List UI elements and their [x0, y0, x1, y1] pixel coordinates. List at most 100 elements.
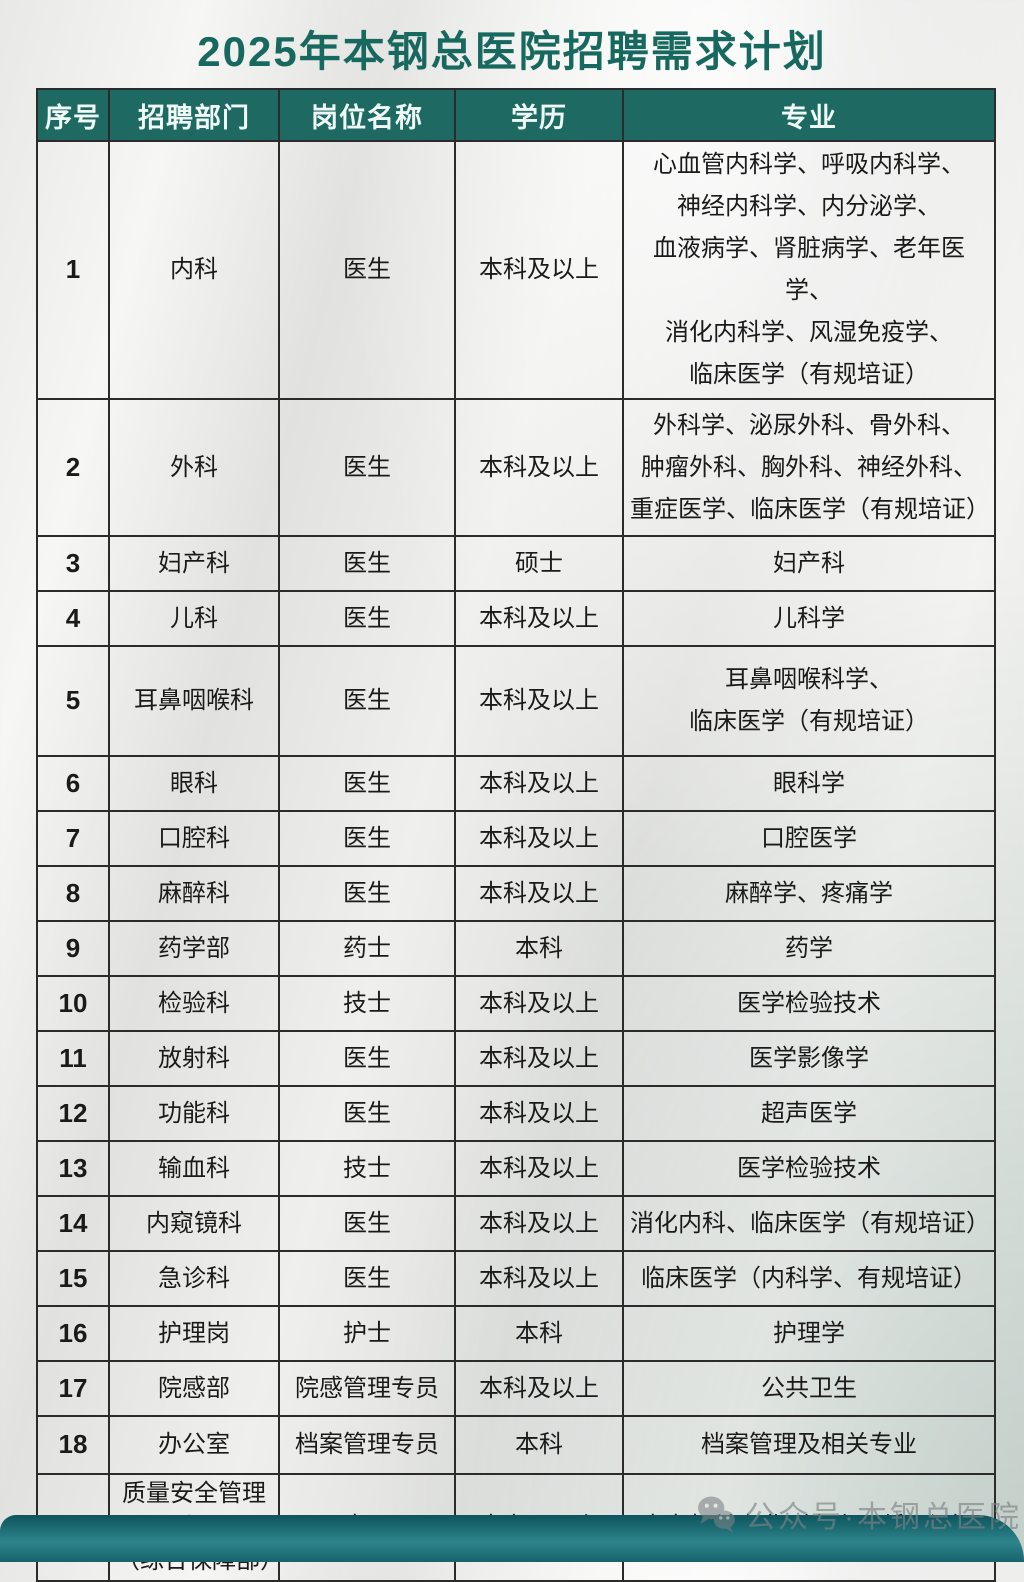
table-row: 8 麻醉科 医生 本科及以上 麻醉学、疼痛学: [36, 865, 996, 922]
cell-position: 医生: [278, 1195, 456, 1252]
cell-major: 药学: [622, 920, 996, 977]
recruitment-table: 序号 招聘部门 岗位名称 学历 专业 1 内科 医生 本科及以上 心血管内科学、…: [36, 88, 996, 1582]
cell-no: 12: [36, 1085, 110, 1142]
cell-dept: 检验科: [108, 975, 280, 1032]
cell-no: 3: [36, 535, 110, 592]
cell-no: 14: [36, 1195, 110, 1252]
cell-education: 本科及以上: [454, 645, 624, 757]
table-row: 10 检验科 技士 本科及以上 医学检验技术: [36, 975, 996, 1032]
cell-no: 5: [36, 645, 110, 757]
cell-major: 医学检验技术: [622, 975, 996, 1032]
cell-no: 1: [36, 140, 110, 400]
cell-no: 13: [36, 1140, 110, 1197]
cell-dept: 药学部: [108, 920, 280, 977]
cell-education: 本科及以上: [454, 1250, 624, 1307]
cell-education: 本科及以上: [454, 975, 624, 1032]
cell-education: 本科及以上: [454, 1085, 624, 1142]
cell-education: 本科: [454, 920, 624, 977]
bottom-bar: [0, 1515, 1024, 1562]
cell-dept: 眼科: [108, 755, 280, 812]
header-position: 岗位名称: [278, 88, 456, 142]
cell-no: 18: [36, 1415, 110, 1475]
header-major: 专业: [622, 88, 996, 142]
table-row: 4 儿科 医生 本科及以上 儿科学: [36, 590, 996, 647]
cell-major: 医学检验技术: [622, 1140, 996, 1197]
cell-dept: 耳鼻咽喉科: [108, 645, 280, 757]
cell-major: 耳鼻咽喉科学、 临床医学（有规培证）: [622, 645, 996, 757]
cell-dept: 急诊科: [108, 1250, 280, 1307]
cell-major: 护理学: [622, 1305, 996, 1362]
cell-education: 本科及以上: [454, 1360, 624, 1417]
watermark-text: 公众号·本钢总医院: [745, 1501, 1022, 1534]
cell-education: 本科及以上: [454, 755, 624, 812]
cell-education: 本科及以上: [454, 1140, 624, 1197]
cell-no: 16: [36, 1305, 110, 1362]
cell-dept: 护理岗: [108, 1305, 280, 1362]
cell-position: 院感管理专员: [278, 1360, 456, 1417]
cell-no: 9: [36, 920, 110, 977]
cell-major: 医学影像学: [622, 1030, 996, 1087]
cell-education: 本科: [454, 1415, 624, 1475]
header-dept: 招聘部门: [108, 88, 280, 142]
cell-position: 医生: [278, 1250, 456, 1307]
cell-major: 临床医学（内科学、有规培证）: [622, 1250, 996, 1307]
table-row: 6 眼科 医生 本科及以上 眼科学: [36, 755, 996, 812]
cell-major: 消化内科、临床医学（有规培证）: [622, 1195, 996, 1252]
cell-dept: 麻醉科: [108, 865, 280, 922]
table-row: 12 功能科 医生 本科及以上 超声医学: [36, 1085, 996, 1142]
cell-education: 本科及以上: [454, 1195, 624, 1252]
table-header-row: 序号 招聘部门 岗位名称 学历 专业: [36, 88, 996, 142]
table-row: 9 药学部 药士 本科 药学: [36, 920, 996, 977]
cell-position: 医生: [278, 590, 456, 647]
cell-major: 口腔医学: [622, 810, 996, 867]
cell-dept: 口腔科: [108, 810, 280, 867]
table-row: 16 护理岗 护士 本科 护理学: [36, 1305, 996, 1362]
cell-major: 外科学、泌尿外科、骨外科、 肿瘤外科、胸外科、神经外科、 重症医学、临床医学（有…: [622, 398, 996, 537]
cell-no: 2: [36, 398, 110, 537]
cell-dept: 办公室: [108, 1415, 280, 1475]
cell-major: 档案管理及相关专业: [622, 1415, 996, 1475]
cell-no: 15: [36, 1250, 110, 1307]
cell-no: 17: [36, 1360, 110, 1417]
cell-dept: 院感部: [108, 1360, 280, 1417]
cell-position: 医生: [278, 810, 456, 867]
table-row: 18 办公室 档案管理专员 本科 档案管理及相关专业: [36, 1415, 996, 1475]
cell-education: 硕士: [454, 535, 624, 592]
cell-position: 医生: [278, 645, 456, 757]
cell-position: 医生: [278, 865, 456, 922]
cell-no: 8: [36, 865, 110, 922]
cell-education: 本科及以上: [454, 140, 624, 400]
header-no: 序号: [36, 88, 110, 142]
header-education: 学历: [454, 88, 624, 142]
table-row: 11 放射科 医生 本科及以上 医学影像学: [36, 1030, 996, 1087]
cell-no: 7: [36, 810, 110, 867]
cell-dept: 外科: [108, 398, 280, 537]
cell-position: 药士: [278, 920, 456, 977]
cell-position: 医生: [278, 140, 456, 400]
cell-no: 10: [36, 975, 110, 1032]
cell-no: 6: [36, 755, 110, 812]
cell-education: 本科及以上: [454, 398, 624, 537]
cell-major: 公共卫生: [622, 1360, 996, 1417]
table-row: 5 耳鼻咽喉科 医生 本科及以上 耳鼻咽喉科学、 临床医学（有规培证）: [36, 645, 996, 757]
cell-position: 技士: [278, 1140, 456, 1197]
cell-no: 4: [36, 590, 110, 647]
cell-major: 妇产科: [622, 535, 996, 592]
wechat-icon: [695, 1493, 737, 1535]
watermark: 公众号·本钢总医院: [695, 1492, 1022, 1536]
cell-dept: 功能科: [108, 1085, 280, 1142]
table-row: 17 院感部 院感管理专员 本科及以上 公共卫生: [36, 1360, 996, 1417]
table-row: 3 妇产科 医生 硕士 妇产科: [36, 535, 996, 592]
cell-position: 医生: [278, 535, 456, 592]
table-row: 15 急诊科 医生 本科及以上 临床医学（内科学、有规培证）: [36, 1250, 996, 1307]
cell-major: 麻醉学、疼痛学: [622, 865, 996, 922]
table-row: 7 口腔科 医生 本科及以上 口腔医学: [36, 810, 996, 867]
cell-position: 档案管理专员: [278, 1415, 456, 1475]
cell-major: 眼科学: [622, 755, 996, 812]
cell-major: 心血管内科学、呼吸内科学、 神经内科学、内分泌学、 血液病学、肾脏病学、老年医学…: [622, 140, 996, 400]
cell-dept: 内科: [108, 140, 280, 400]
cell-dept: 放射科: [108, 1030, 280, 1087]
cell-education: 本科及以上: [454, 810, 624, 867]
table-row: 2 外科 医生 本科及以上 外科学、泌尿外科、骨外科、 肿瘤外科、胸外科、神经外…: [36, 398, 996, 537]
cell-major: 超声医学: [622, 1085, 996, 1142]
